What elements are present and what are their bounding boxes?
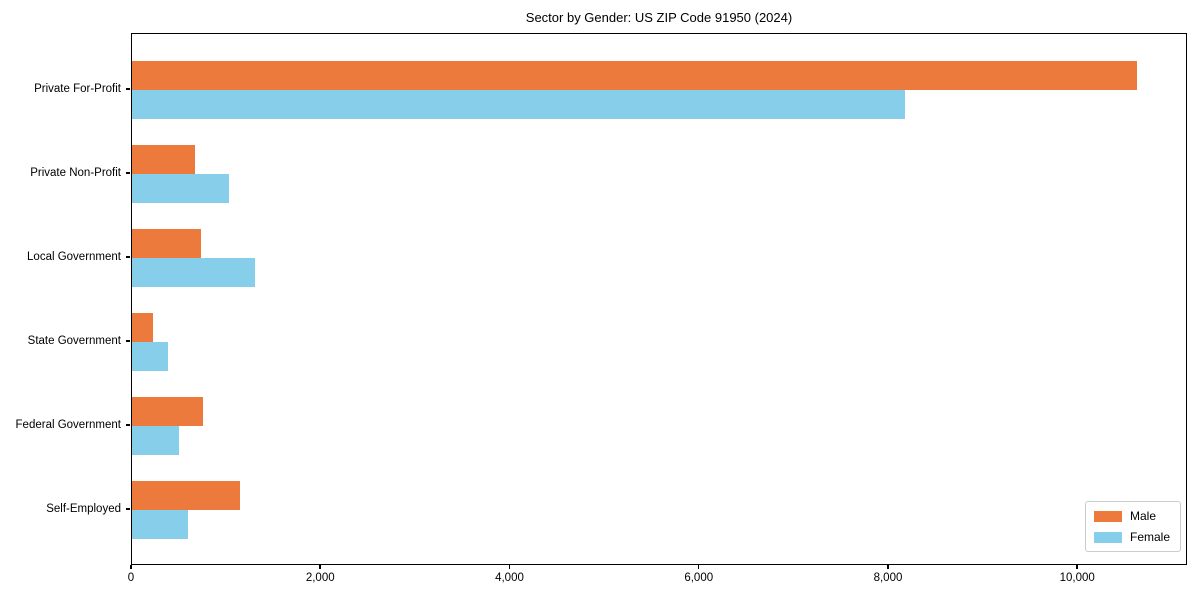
y-tick-mark: [126, 88, 130, 90]
x-tick-label: 6,000: [684, 572, 714, 584]
y-axis-label: Federal Government: [15, 419, 121, 431]
legend-label-female: Female: [1129, 530, 1170, 544]
x-tick-mark: [697, 565, 700, 569]
y-axis-label: State Government: [27, 335, 121, 347]
x-tick-mark: [319, 565, 321, 569]
legend-item-female: Female: [1093, 530, 1170, 544]
x-tick-mark: [887, 565, 889, 569]
y-tick-mark: [126, 172, 130, 174]
bar-female-2: [132, 174, 229, 203]
x-tick-label: 10,000: [1059, 572, 1095, 584]
bar-male-3: [132, 229, 201, 258]
y-axis-label: Local Government: [27, 251, 121, 263]
x-tick-mark: [508, 565, 511, 569]
female-color-swatch: [1093, 531, 1122, 543]
bar-male-4: [132, 313, 153, 342]
bar-male-5: [132, 397, 203, 426]
bar-male-1: [132, 61, 1138, 90]
x-tick-label: 2,000: [305, 572, 335, 584]
legend-label-male: Male: [1129, 509, 1156, 523]
bar-female-3: [132, 258, 255, 287]
x-tick-label: 4,000: [495, 572, 524, 584]
y-tick-mark: [126, 256, 130, 258]
y-tick-mark: [126, 424, 130, 426]
y-tick-mark: [126, 508, 130, 510]
chart-title: Sector by Gender: US ZIP Code 91950 (202…: [525, 10, 793, 25]
x-tick-mark: [130, 565, 132, 569]
bar-male-6: [132, 481, 240, 510]
y-tick-mark: [126, 340, 130, 342]
x-tick-label: 8,000: [873, 572, 903, 584]
plot-area: Male Female: [131, 33, 1187, 565]
y-axis-label: Self-Employed: [46, 503, 121, 515]
y-axis-label: Private Non-Profit: [30, 167, 121, 179]
bar-female-6: [132, 510, 188, 539]
bar-female-1: [132, 90, 906, 119]
x-tick-mark: [1076, 565, 1078, 569]
legend: Male Female: [1084, 501, 1181, 552]
male-color-swatch: [1093, 510, 1122, 522]
bar-male-2: [132, 145, 196, 174]
y-axis-label: Private For-Profit: [34, 83, 121, 95]
legend-item-male: Male: [1093, 509, 1170, 523]
bar-female-4: [132, 342, 168, 371]
x-tick-label: 0: [127, 572, 135, 584]
bar-female-5: [132, 426, 180, 455]
